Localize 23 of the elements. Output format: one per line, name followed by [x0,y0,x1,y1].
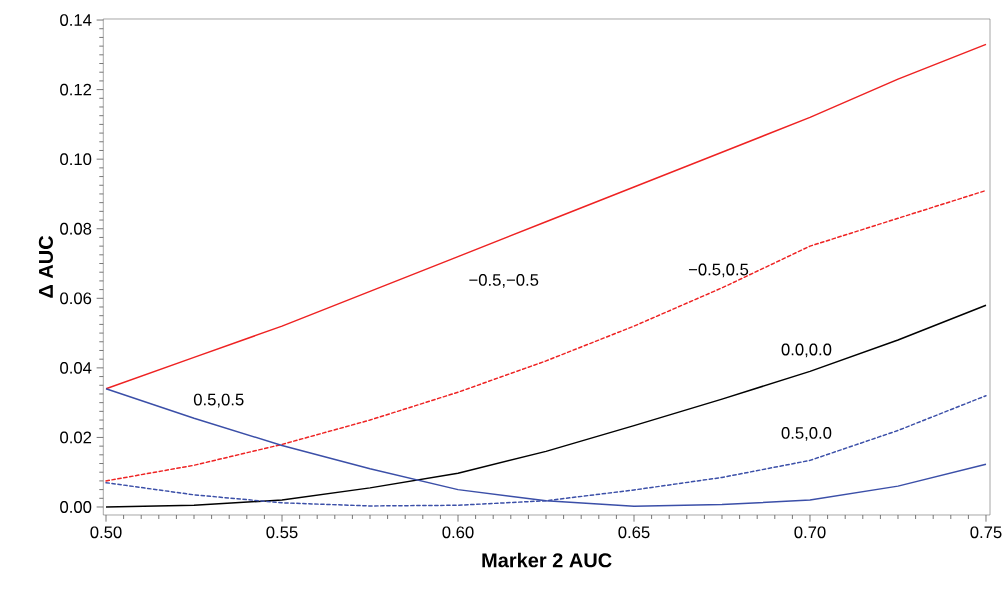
x-tick-label: 0.50 [90,526,122,539]
y-tick-label: 0.06 [60,292,92,305]
y-tick-label: 0.02 [60,431,92,444]
line-series [105,304,987,508]
y-axis-title: Δ AUC [38,235,53,298]
y-tick-label: 0.08 [60,222,92,235]
series-label: 0.0,0.0 [781,343,832,358]
line-series [105,189,987,482]
series-label: −0.5,−0.5 [469,274,539,288]
x-tick-label: 0.65 [618,526,650,539]
y-tick-label: 0.00 [60,501,92,513]
x-tick-label: 0.60 [442,526,474,539]
y-tick-label: 0.10 [60,153,92,166]
x-tick-label: 0.55 [266,526,298,539]
y-tick-label: 0.14 [60,14,92,26]
y-tick-label: 0.04 [60,361,92,374]
series-label: −0.5,0.5 [688,263,749,278]
x-tick-label: 0.70 [794,526,826,539]
series-label: 0.5,0.5 [193,393,244,408]
x-tick-label: 0.75 [970,526,1002,539]
series-label: 0.5,0.0 [781,427,832,441]
x-axis-title: Marker 2 AUC [482,552,612,568]
y-tick-label: 0.12 [60,83,92,96]
